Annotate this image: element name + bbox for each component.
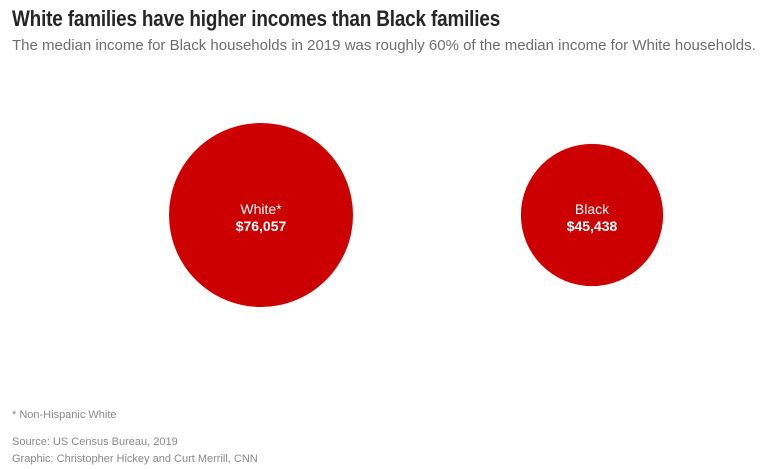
bubble-group-white: White*$76,057 <box>169 123 353 307</box>
bubble-category-label: Black <box>575 201 610 217</box>
chart-subtitle: The median income for Black households i… <box>12 37 756 54</box>
bubble-value-label: $45,438 <box>567 218 618 234</box>
bubble-group-black: Black$45,438 <box>520 143 664 287</box>
bubble-white <box>169 123 353 307</box>
source-note: Source: US Census Bureau, 2019 <box>12 436 178 448</box>
bubble-black <box>520 143 664 287</box>
bubble-chart: White*$76,057 Black$45,438 <box>169 123 664 307</box>
graphic-credit: Graphic: Christopher Hickey and Curt Mer… <box>12 453 258 465</box>
bubble-category-label: White* <box>240 201 282 217</box>
footnote: * Non-Hispanic White <box>12 409 117 421</box>
bubble-value-label: $76,057 <box>236 218 287 234</box>
chart-title: White families have higher incomes than … <box>12 6 501 31</box>
